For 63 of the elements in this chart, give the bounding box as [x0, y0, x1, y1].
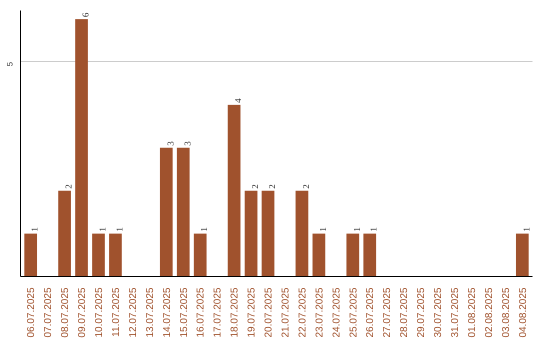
bar [160, 148, 173, 276]
bar [24, 234, 38, 276]
data-label: 1 [352, 227, 362, 232]
x-tick-label: 10.07.2025 [94, 287, 105, 338]
bar [228, 104, 240, 276]
bar [516, 234, 529, 276]
bar [296, 190, 308, 276]
x-tick-label: 13.07.2025 [144, 287, 156, 338]
x-tick-label: 09.07.2025 [77, 287, 88, 338]
x-tick-label: 14.07.2025 [162, 287, 173, 338]
x-tick-label: 26.07.2025 [365, 287, 376, 338]
x-tick-label: 19.07.2025 [246, 287, 258, 338]
data-label: 2 [250, 184, 260, 189]
data-label: 1 [521, 227, 532, 232]
x-tick-label: 29.07.2025 [416, 287, 428, 338]
x-tick-label: 21.07.2025 [280, 287, 292, 338]
bar [194, 234, 207, 276]
x-tick-label: 01.08.2025 [466, 287, 478, 338]
x-tick-label: 02.08.2025 [484, 287, 495, 338]
x-tick-label: 25.07.2025 [348, 287, 360, 338]
bar [176, 148, 190, 276]
bar [58, 190, 71, 276]
data-label: 2 [300, 184, 311, 189]
x-tick-label: 07.07.2025 [43, 287, 54, 338]
x-tick-label: 04.08.2025 [518, 287, 529, 338]
bar [363, 234, 376, 276]
x-tick-label: 24.07.2025 [331, 287, 342, 338]
data-label: 3 [182, 140, 192, 146]
x-tick-label: 17.07.2025 [212, 287, 224, 338]
bar [244, 190, 258, 276]
bar [92, 234, 105, 276]
data-label: 1 [114, 227, 124, 232]
bar [262, 190, 274, 276]
data-label: 1 [97, 227, 108, 232]
x-tick-label: 28.07.2025 [399, 287, 410, 338]
x-tick-label: 23.07.2025 [314, 287, 326, 338]
bar [346, 234, 360, 276]
bar [75, 19, 88, 276]
x-tick-label: 06.07.2025 [26, 287, 38, 338]
bar [312, 234, 326, 276]
x-tick-label: 30.07.2025 [433, 287, 444, 338]
data-label: 2 [267, 184, 278, 189]
x-tick-label: 27.07.2025 [382, 287, 394, 338]
x-tick-label: 08.07.2025 [60, 287, 72, 338]
data-label: 1 [199, 227, 210, 232]
x-tick-label: 20.07.2025 [264, 287, 275, 338]
data-label: 3 [165, 140, 176, 146]
bar [109, 234, 122, 276]
data-label: 4 [233, 98, 244, 103]
data-label: 1 [30, 227, 40, 232]
x-tick-label: 12.07.2025 [128, 287, 139, 338]
x-tick-label: 18.07.2025 [230, 287, 241, 338]
data-label: 6 [80, 12, 91, 18]
y-tick-label: 5 [6, 61, 14, 66]
x-tick-label: 03.08.2025 [500, 287, 512, 338]
x-tick-label: 16.07.2025 [196, 287, 207, 338]
data-label: 1 [368, 227, 379, 232]
data-label: 1 [318, 227, 328, 232]
x-tick-label: 11.07.2025 [110, 287, 122, 337]
x-tick-label: 22.07.2025 [297, 287, 308, 338]
x-tick-label: 15.07.2025 [178, 287, 190, 338]
data-label: 2 [64, 184, 74, 189]
x-tick-label: 31.07.2025 [450, 287, 462, 338]
